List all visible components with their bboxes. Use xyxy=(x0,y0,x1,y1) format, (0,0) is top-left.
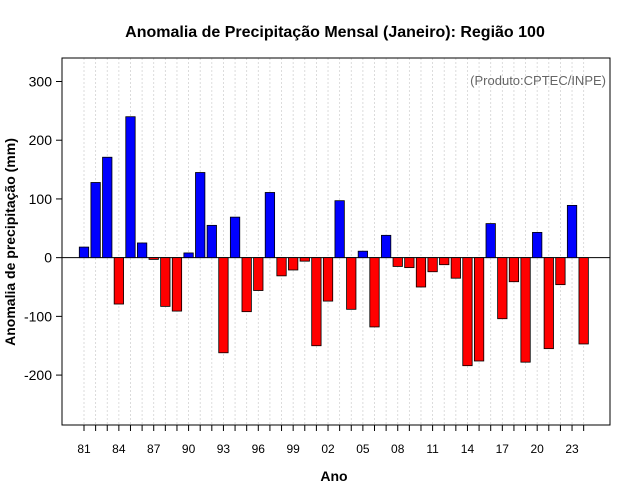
bar-2017 xyxy=(497,257,508,320)
bar-2023 xyxy=(566,204,578,259)
x-tick-label: 81 xyxy=(77,442,91,456)
bar-2011 xyxy=(427,257,438,273)
bar-2024 xyxy=(578,257,589,345)
bar-1995 xyxy=(241,257,252,313)
bar-2019 xyxy=(520,257,531,363)
grid-lines xyxy=(62,58,610,425)
y-tick-label: -100 xyxy=(24,308,52,324)
x-tick-label: 96 xyxy=(252,442,266,456)
y-tick-label: 200 xyxy=(29,132,53,148)
bar-1985 xyxy=(125,116,136,259)
bar-1994 xyxy=(229,216,241,259)
bar-2020 xyxy=(532,231,543,259)
bar-1982 xyxy=(90,182,101,259)
x-tick-label: 20 xyxy=(531,442,545,456)
y-tick-label: 300 xyxy=(29,73,53,89)
bar-1996 xyxy=(253,257,264,291)
x-tick-label: 11 xyxy=(426,442,439,456)
bar-2001 xyxy=(311,257,322,347)
bar-2012 xyxy=(439,257,450,266)
bar-1998 xyxy=(276,257,287,277)
bar-2014 xyxy=(462,257,473,367)
bar-2004 xyxy=(346,257,357,310)
bar-2010 xyxy=(415,257,427,288)
bar-2013 xyxy=(450,257,461,279)
bar-2018 xyxy=(508,257,520,283)
bar-1992 xyxy=(206,224,217,259)
x-tick-label: 84 xyxy=(112,442,126,456)
y-tick-label: 100 xyxy=(29,191,53,207)
x-axis-label: Ano xyxy=(320,468,347,484)
bars xyxy=(78,116,589,367)
plot-frame xyxy=(61,57,611,426)
x-tick-label: 23 xyxy=(565,442,579,456)
bar-2015 xyxy=(473,257,485,362)
bar-2008 xyxy=(392,257,403,267)
bar-2007 xyxy=(381,234,392,259)
axes: -200 -100 0 100 200 300 81 84 87 90 93 96 99 02 05 08 11… xyxy=(24,73,585,456)
bar-1990 xyxy=(183,252,194,259)
bar-2000 xyxy=(299,257,310,262)
x-tick-label: 08 xyxy=(391,442,405,456)
x-tick-label: 99 xyxy=(286,442,300,456)
bar-2003 xyxy=(334,200,345,259)
bar-1986 xyxy=(136,242,148,259)
bar-1981 xyxy=(78,246,90,259)
x-tick-label: 90 xyxy=(182,442,196,456)
bar-2009 xyxy=(404,257,415,269)
y-tick-label: 0 xyxy=(44,250,52,266)
source-annotation: (Produto:CPTEC/INPE) xyxy=(470,73,606,88)
bar-2021 xyxy=(543,257,554,350)
x-tick-label: 14 xyxy=(461,442,475,456)
chart-title: Anomalia de Precipitação Mensal (Janeiro… xyxy=(125,24,545,41)
bar-1984 xyxy=(113,257,124,305)
bar-2006 xyxy=(369,257,380,328)
bar-1997 xyxy=(264,192,276,259)
y-tick-label: -200 xyxy=(24,367,52,383)
bar-2005 xyxy=(357,250,368,259)
bar-1988 xyxy=(160,257,171,307)
bar-1999 xyxy=(288,257,299,271)
bar-1983 xyxy=(102,156,113,259)
bar-1987 xyxy=(148,257,159,260)
bar-2022 xyxy=(555,257,566,286)
bar-1991 xyxy=(195,172,206,259)
bar-1989 xyxy=(171,257,183,312)
y-axis-label: Anomalia de precipitação (mm) xyxy=(2,138,18,346)
x-tick-label: 05 xyxy=(356,442,370,456)
x-tick-label: 02 xyxy=(321,442,335,456)
bar-2016 xyxy=(485,223,496,259)
x-tick-label: 17 xyxy=(496,442,510,456)
x-tick-label: 93 xyxy=(217,442,231,456)
bar-2002 xyxy=(322,257,334,302)
x-tick-label: 87 xyxy=(147,442,161,456)
bar-1993 xyxy=(218,257,229,354)
